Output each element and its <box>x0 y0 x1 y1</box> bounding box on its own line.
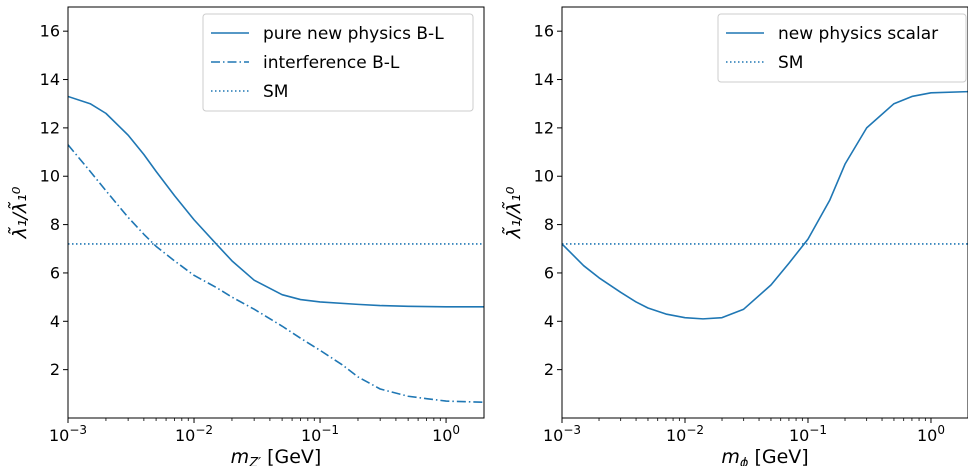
y-tick-label: 6 <box>50 263 60 282</box>
chart-panel-2: 2 4 6 8 10 12 14 16 10−3 10−2 10−1 100 mϕ [GeV] λ̃₁/λ… <box>501 6 968 466</box>
y-tick-label: 2 <box>544 360 554 379</box>
x-tick-label: 100 <box>432 423 460 445</box>
x-axis-label: mZ′ [GeV] <box>231 446 322 466</box>
legend-label-2: SM <box>778 53 803 73</box>
y-tick-label: 2 <box>50 360 60 379</box>
series-line-1 <box>562 90 968 320</box>
series-line-2 <box>68 144 484 404</box>
legend: new physics scalar SM <box>717 13 967 83</box>
y-tick-label: 12 <box>534 118 554 137</box>
y-tick-label: 8 <box>50 215 60 234</box>
y-tick-label: 8 <box>544 215 554 234</box>
x-tick-label: 10−3 <box>49 423 87 445</box>
x-tick-label: 10−2 <box>666 423 704 445</box>
legend-label-1: pure new physics B-L <box>263 24 444 44</box>
y-tick-label: 6 <box>544 263 554 282</box>
legend-box <box>202 13 474 112</box>
x-tick-label: 10−2 <box>175 423 213 445</box>
plot-frame <box>67 6 485 419</box>
legend: pure new physics B-L interference B-L SM <box>202 13 474 112</box>
y-tick-label: 10 <box>40 167 60 186</box>
y-axis-label: λ̃₁/λ̃₁⁰ <box>7 186 31 239</box>
x-tick-label: 10−1 <box>301 423 339 445</box>
y-tick-label: 10 <box>534 167 554 186</box>
legend-label-3: SM <box>263 82 288 102</box>
y-tick-label: 14 <box>40 70 60 89</box>
x-tick-label: 100 <box>917 423 945 445</box>
y-tick-label: 4 <box>544 312 554 331</box>
series-line-1 <box>68 95 484 308</box>
y-tick-label: 4 <box>50 312 60 331</box>
y-tick-label: 16 <box>534 22 554 41</box>
y-tick-label: 16 <box>40 22 60 41</box>
y-axis-label: λ̃₁/λ̃₁⁰ <box>501 186 525 239</box>
chart-panel-1: 2 4 6 8 10 12 14 16 10−3 10−2 10−1 100 mZ′ [GeV] λ̃₁/… <box>7 6 485 466</box>
x-tick-label: 10−3 <box>543 423 581 445</box>
legend-label-1: new physics scalar <box>778 24 938 44</box>
y-tick-label: 14 <box>534 70 554 89</box>
y-tick-label: 12 <box>40 118 60 137</box>
legend-label-2: interference B-L <box>263 53 400 73</box>
x-axis-label: mϕ [GeV] <box>721 446 808 466</box>
legend-box <box>717 13 967 83</box>
plot-frame <box>561 6 968 419</box>
x-tick-label: 10−1 <box>789 423 827 445</box>
